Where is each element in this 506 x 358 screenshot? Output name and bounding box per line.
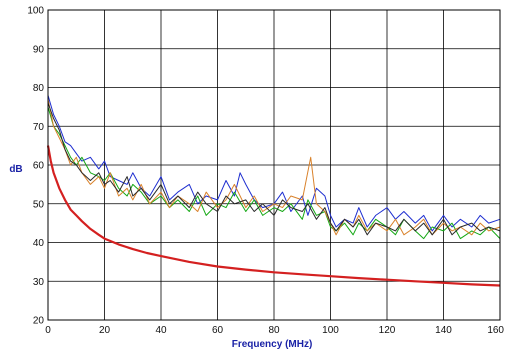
y-tick-label: 60 [33,161,45,172]
x-tick-label: 20 [99,325,111,336]
y-tick-label: 50 [33,199,45,210]
y-tick-label: 80 [33,83,45,94]
x-tick-label: 140 [435,325,452,336]
x-tick-label: 0 [45,325,51,336]
x-tick-label: 80 [268,325,280,336]
series-layer [46,95,501,287]
y-tick-label: 40 [33,238,45,249]
y-tick-label: 70 [33,122,45,133]
y-axis-label: dB [9,164,22,175]
x-tick-label: 120 [379,325,396,336]
x-tick-label: 160 [487,325,504,336]
x-tick-label: 60 [212,325,224,336]
y-axis-tick-labels: 20 30 40 50 60 70 80 90 100 [27,6,44,327]
x-tick-label: 40 [155,325,167,336]
plot-frame [47,9,501,321]
series-line-3 [47,98,501,236]
y-tick-label: 20 [33,316,45,327]
x-axis-tick-labels: 0 20 40 60 80 100 120 140 160 [45,325,504,336]
x-tick-label: 100 [322,325,339,336]
series-line-4 [47,102,501,236]
series-line-5 [46,145,501,287]
y-tick-label: 100 [27,6,44,17]
x-axis-label: Frequency (MHz) [232,339,313,350]
y-tick-label: 90 [33,44,45,55]
y-tick-label: 30 [33,277,45,288]
